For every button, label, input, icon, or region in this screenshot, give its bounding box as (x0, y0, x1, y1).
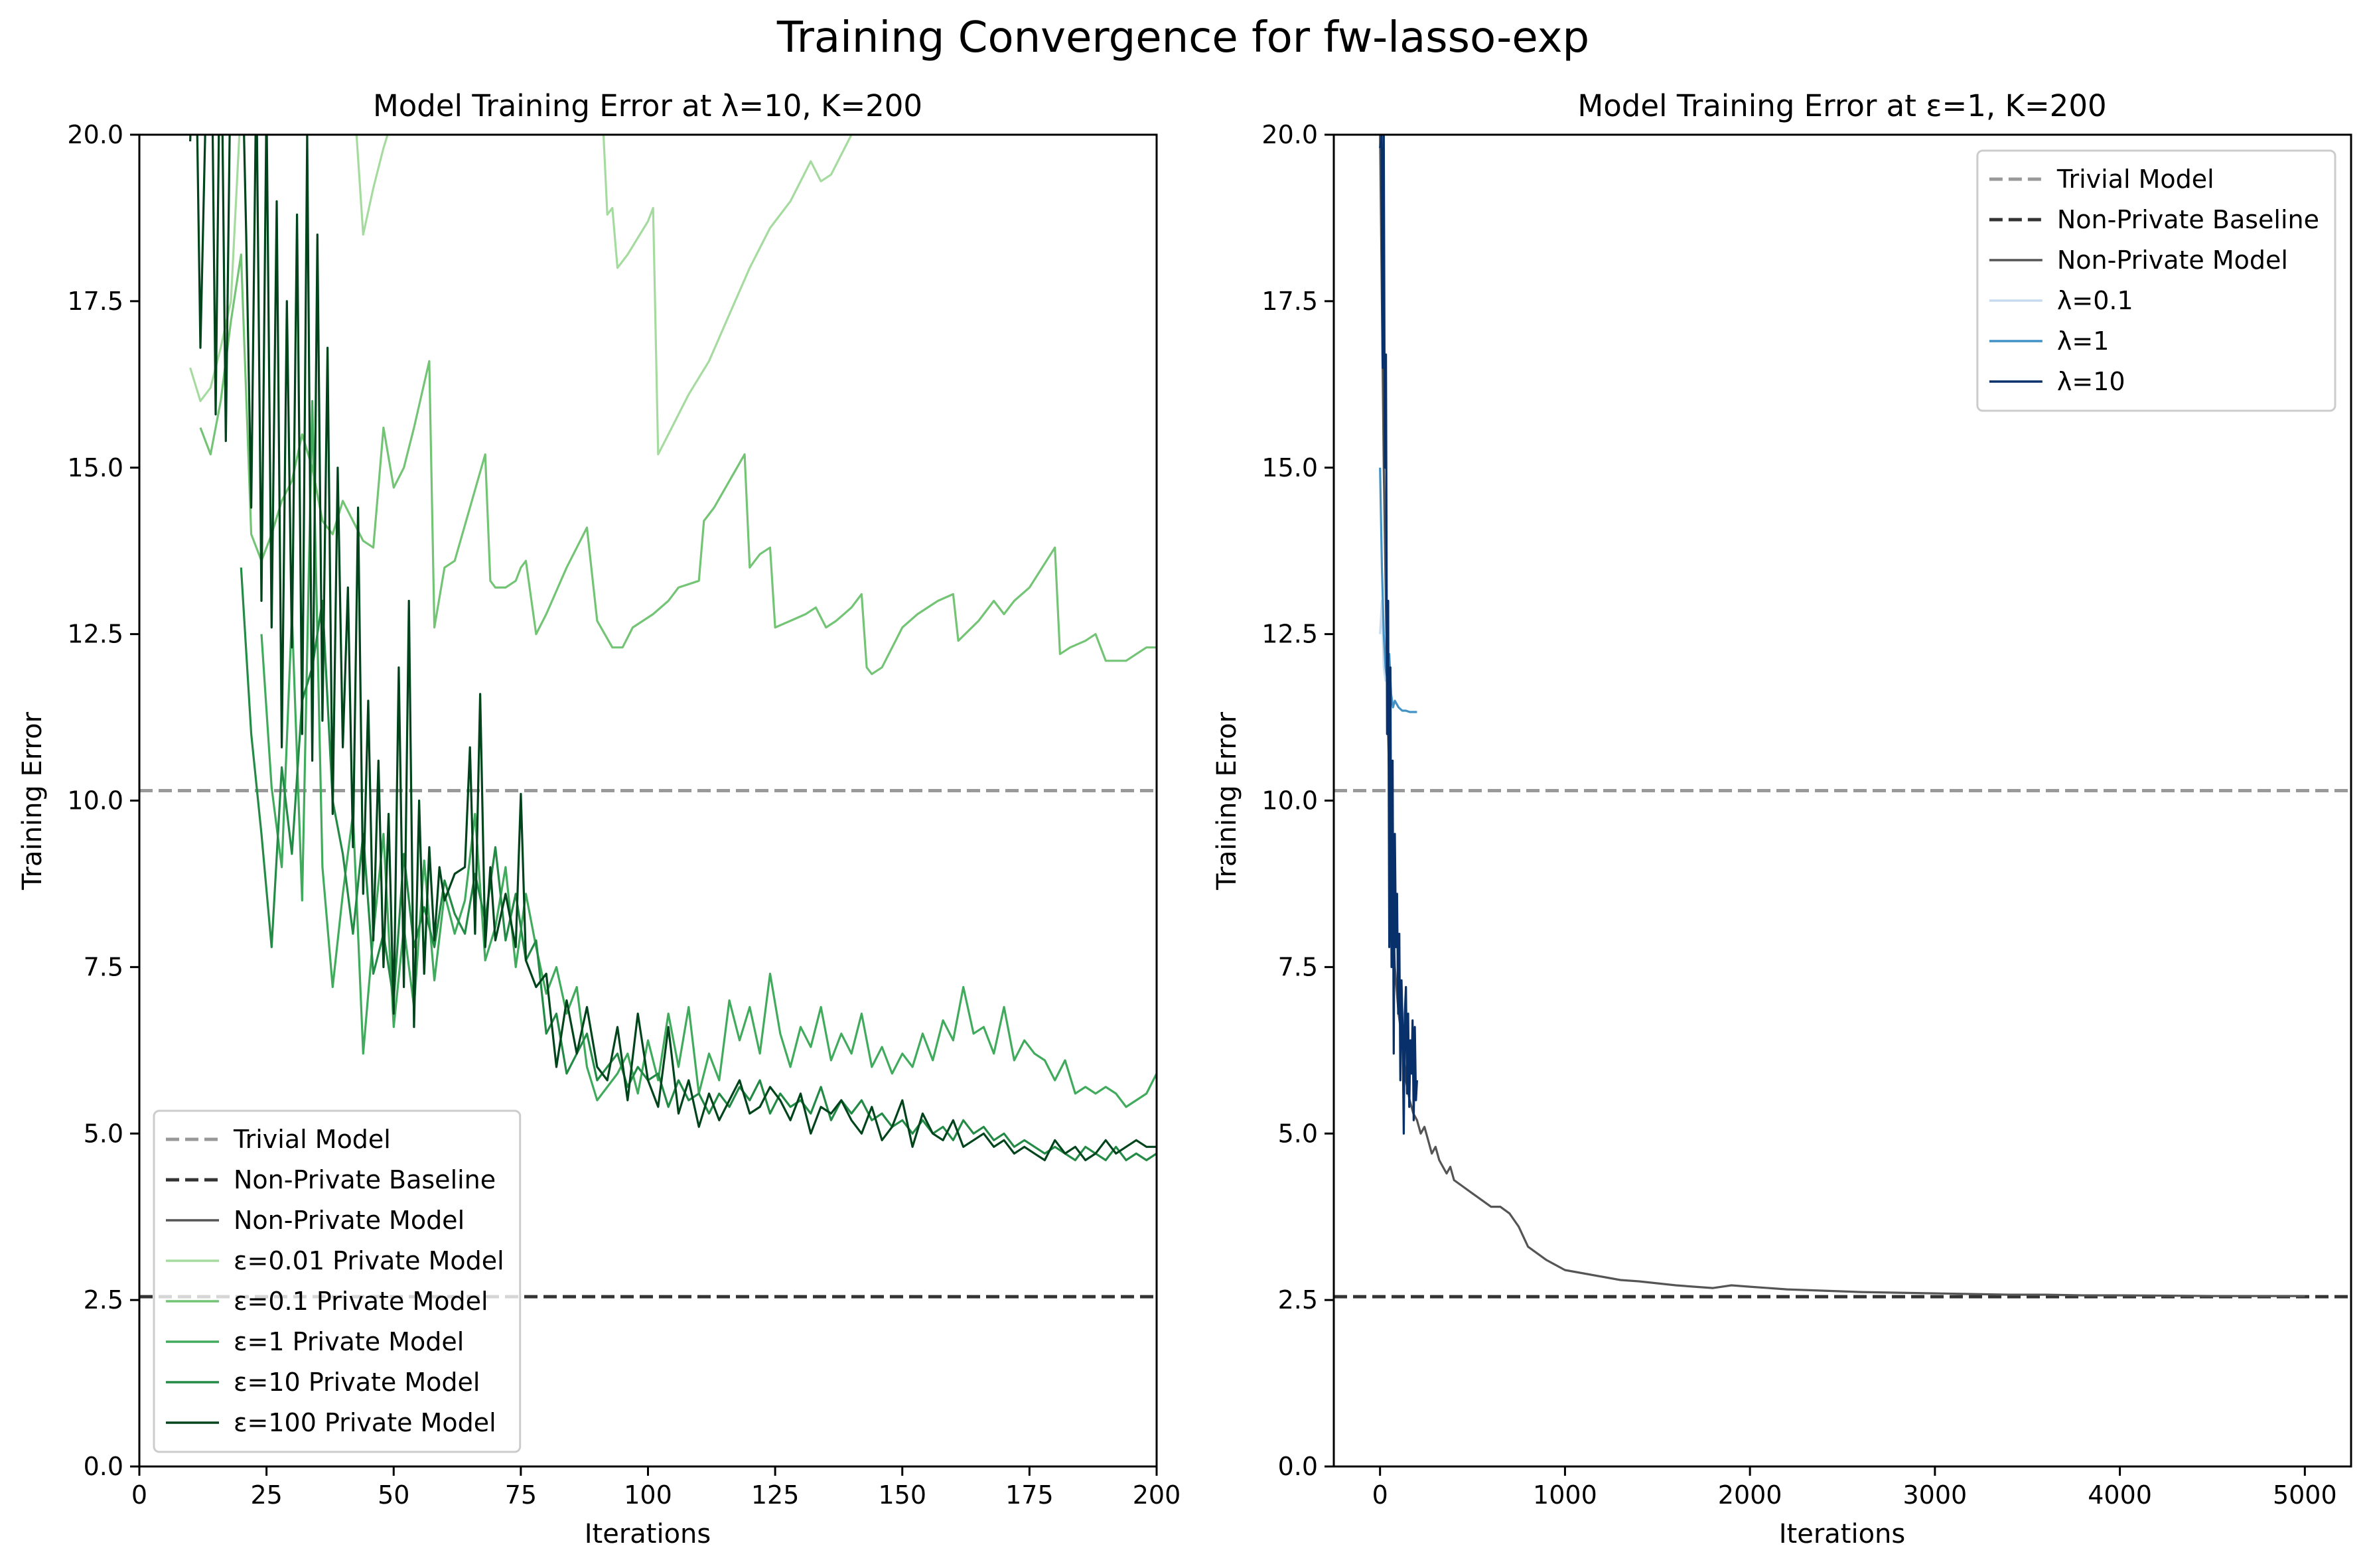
legend-label: Trivial Model (2056, 165, 2214, 194)
legend-label: ε=10 Private Model (234, 1368, 480, 1397)
x-axis-label: Iterations (585, 1519, 711, 1549)
series-lines (189, 135, 1157, 1162)
y-tick-label: 15.0 (67, 453, 123, 482)
y-tick-label: 2.5 (84, 1285, 123, 1315)
axis-ticks: 0 25 50 75 100 125 150 175 200 0.0 2.5 5.0 7.5 10.0 12… (67, 120, 1181, 1510)
x-tick-label: 25 (250, 1480, 282, 1510)
series-line-1 (1379, 467, 1417, 713)
y-tick-label: 17.5 (1261, 287, 1318, 316)
legend: Trivial Model Non-Private Baseline Non-Pri… (153, 1109, 522, 1453)
y-tick-label: 20.0 (67, 120, 123, 149)
legend-label: λ=0.1 (2057, 286, 2133, 315)
x-tick-label: 5000 (2273, 1480, 2337, 1510)
series-line-0-01-private-model (189, 135, 853, 456)
y-tick-label: 0.0 (84, 1452, 123, 1481)
figure-suptitle: Training Convergence for fw-lasso-exp (776, 13, 1589, 62)
x-tick-label: 1000 (1533, 1480, 1597, 1510)
y-tick-label: 10.0 (1261, 786, 1318, 816)
series-line-1-private-model (260, 399, 1157, 1108)
y-tick-label: 12.5 (1261, 620, 1318, 649)
plot-frame (1332, 133, 2352, 1468)
x-tick-label: 100 (624, 1480, 672, 1510)
series-line-10 (1379, 135, 1418, 1135)
legend-label: Non-Private Baseline (2057, 205, 2319, 234)
legend-item-non-private-baseline: Non-Private Baseline (1989, 205, 2319, 234)
legend-label: ε=1 Private Model (234, 1327, 464, 1356)
y-tick-label: 2.5 (1278, 1285, 1318, 1315)
legend-label: Non-Private Baseline (234, 1165, 496, 1194)
y-tick-label: 7.5 (1278, 952, 1318, 981)
y-tick-label: 5.0 (1278, 1119, 1318, 1148)
legend-item-1: λ=1 (1989, 326, 2110, 356)
chart-title: Model Training Error at λ=10, K=200 (373, 88, 922, 123)
x-tick-label: 0 (1372, 1480, 1388, 1510)
legend-label: ε=100 Private Model (234, 1408, 496, 1437)
y-tick-label: 17.5 (67, 287, 123, 316)
legend-item-10-private-model: ε=10 Private Model (166, 1368, 480, 1397)
legend-label: ε=0.01 Private Model (234, 1246, 504, 1275)
legend-item-0-1: λ=0.1 (1989, 286, 2133, 315)
x-tick-label: 3000 (1903, 1480, 1968, 1510)
legend-item-non-private-model: Non-Private Model (166, 1206, 465, 1235)
series-line-0-1-private-model (199, 253, 1157, 676)
legend-item-trivial-model: Trivial Model (166, 1125, 391, 1154)
y-tick-label: 10.0 (67, 786, 123, 816)
legend-label: λ=1 (2057, 326, 2110, 356)
x-tick-label: 75 (505, 1480, 537, 1510)
reference-lines (1334, 788, 2351, 1299)
y-tick-label: 20.0 (1261, 120, 1318, 149)
series-lines (1379, 135, 2305, 1297)
x-axis-label: Iterations (1779, 1519, 1906, 1549)
axis-ticks: 0 1000 2000 3000 4000 5000 0.0 2.5 5.0 7.5 10.0 12.… (1261, 120, 2336, 1510)
y-tick-label: 5.0 (84, 1119, 123, 1148)
legend-item-10: λ=10 (1989, 367, 2125, 396)
legend: Trivial Model Non-Private Baseline Non-Pri… (1976, 149, 2336, 412)
y-tick-label: 12.5 (67, 620, 123, 649)
x-tick-label: 200 (1133, 1480, 1181, 1510)
chart-panel-lambda: Model Training Error at λ=10, K=200 0 25 5… (17, 88, 1181, 1549)
x-tick-label: 125 (751, 1480, 800, 1510)
legend-frame (153, 1109, 522, 1453)
chart-panel-epsilon: Model Training Error at ε=1, K=200 0 1000… (1212, 88, 2352, 1549)
y-tick-label: 7.5 (84, 952, 123, 981)
y-axis-label: Training Error (17, 711, 48, 891)
legend-item-0-1-private-model: ε=0.1 Private Model (166, 1287, 488, 1316)
chart-title: Model Training Error at ε=1, K=200 (1577, 88, 2106, 123)
reference-lines (139, 788, 1157, 1299)
legend-item-100-private-model: ε=100 Private Model (166, 1408, 496, 1437)
legend-label: λ=10 (2057, 367, 2125, 396)
legend-label: Non-Private Model (234, 1206, 465, 1235)
x-tick-label: 2000 (1718, 1480, 1782, 1510)
legend-item-non-private-model: Non-Private Model (1989, 246, 2288, 275)
x-tick-label: 150 (878, 1480, 926, 1510)
legend-item-0-01-private-model: ε=0.01 Private Model (166, 1246, 504, 1275)
series-line-100-private-model (189, 135, 1157, 1162)
plot-frame (138, 133, 1158, 1468)
legend-item-1-private-model: ε=1 Private Model (166, 1327, 464, 1356)
x-tick-label: 50 (378, 1480, 409, 1510)
y-tick-label: 0.0 (1278, 1452, 1318, 1481)
series-line-10-private-model (240, 567, 1157, 1162)
y-tick-label: 15.0 (1261, 453, 1318, 482)
legend-label: ε=0.1 Private Model (234, 1287, 488, 1316)
series-line-non-private-model (1379, 135, 2305, 1297)
y-axis-label: Training Error (1212, 711, 1242, 891)
legend-frame (1976, 149, 2336, 412)
legend-label: Non-Private Model (2057, 246, 2288, 275)
x-tick-label: 175 (1005, 1480, 1054, 1510)
legend-item-trivial-model: Trivial Model (1989, 165, 2214, 194)
legend-label: Trivial Model (233, 1125, 391, 1154)
legend-item-non-private-baseline: Non-Private Baseline (166, 1165, 496, 1194)
x-tick-label: 4000 (2088, 1480, 2152, 1510)
x-tick-label: 0 (131, 1480, 147, 1510)
